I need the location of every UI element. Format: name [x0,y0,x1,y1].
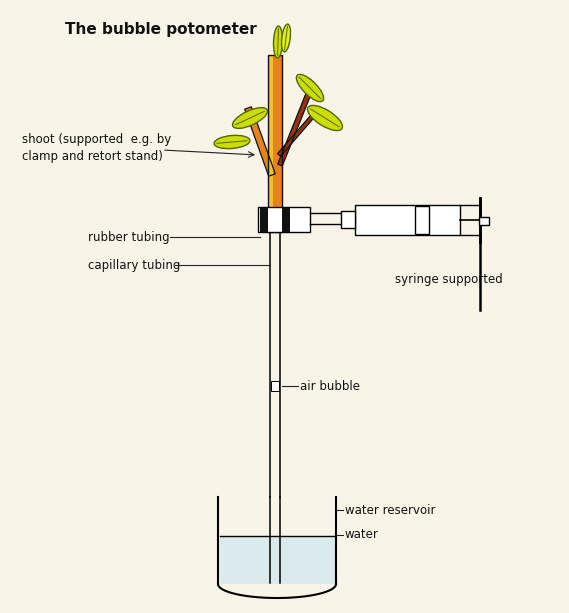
Text: water: water [345,528,379,541]
Bar [258,207,310,232]
Bar [268,55,273,232]
Ellipse shape [233,108,267,128]
Ellipse shape [307,105,343,131]
Bar [271,381,279,391]
Text: air bubble: air bubble [300,379,360,392]
Bar [479,217,489,225]
Bar [341,211,355,228]
Polygon shape [278,109,320,156]
Text: rubber tubing: rubber tubing [88,230,170,243]
Bar [268,55,282,232]
Ellipse shape [296,74,324,102]
Text: capillary tubing: capillary tubing [88,259,180,272]
Bar [355,205,460,235]
Bar [415,206,429,234]
Text: water reservoir: water reservoir [345,503,435,517]
Text: The bubble potometer: The bubble potometer [65,22,257,37]
Text: shoot (supported  e.g. by
clamp and retort stand): shoot (supported e.g. by clamp and retor… [22,133,171,163]
Ellipse shape [214,135,250,148]
Ellipse shape [282,24,291,52]
Bar [282,208,290,232]
Bar [260,208,268,232]
Polygon shape [220,536,334,583]
Polygon shape [245,107,275,176]
Text: syringe supported: syringe supported [395,273,503,286]
Polygon shape [278,94,310,166]
Ellipse shape [274,26,283,58]
Bar [268,55,282,232]
